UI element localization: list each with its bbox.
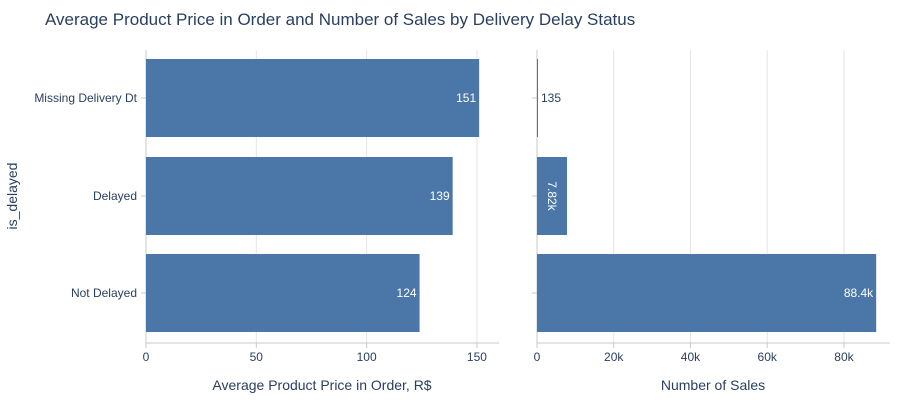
price-value-label: 124 xyxy=(397,286,417,300)
sales-value-label: 135 xyxy=(541,91,561,105)
category-label: Delayed xyxy=(93,189,137,203)
price-x-tick-label: 100 xyxy=(357,350,377,364)
x-axis-title-sales: Number of Sales xyxy=(661,377,765,393)
price-bar xyxy=(146,157,453,235)
sales-bar xyxy=(537,254,877,332)
price-value-label: 151 xyxy=(456,91,476,105)
price-x-tick-label: 50 xyxy=(250,350,264,364)
chart-title: Average Product Price in Order and Numbe… xyxy=(45,10,635,29)
price-x-tick-label: 0 xyxy=(143,350,150,364)
sales-x-tick-label: 40k xyxy=(681,350,701,364)
sales-bar xyxy=(537,59,538,137)
price-value-label: 139 xyxy=(430,189,450,203)
sales-bar xyxy=(537,157,568,235)
sales-value-label: 7.82k xyxy=(545,181,559,211)
price-bar xyxy=(146,254,420,332)
sales-panel: 0 20k 40k 60k 80k 135 7.82k 88.4k xyxy=(532,50,890,364)
sales-x-tick-label: 80k xyxy=(834,350,854,364)
sales-x-tick-label: 20k xyxy=(604,350,624,364)
category-label: Not Delayed xyxy=(71,286,137,300)
x-axis-title-price: Average Product Price in Order, R$ xyxy=(212,377,431,393)
sales-value-label: 88.4k xyxy=(844,286,874,300)
price-bar xyxy=(146,59,480,137)
category-label: Missing Delivery Dt xyxy=(34,91,137,105)
price-panel: 0 50 100 150 Missing Delivery Dt 151 Delayed 13… xyxy=(34,50,499,364)
sales-x-tick-label: 0 xyxy=(534,350,541,364)
y-axis-title: is_delayed xyxy=(4,163,20,230)
price-x-tick-label: 150 xyxy=(467,350,487,364)
sales-x-tick-label: 60k xyxy=(758,350,778,364)
